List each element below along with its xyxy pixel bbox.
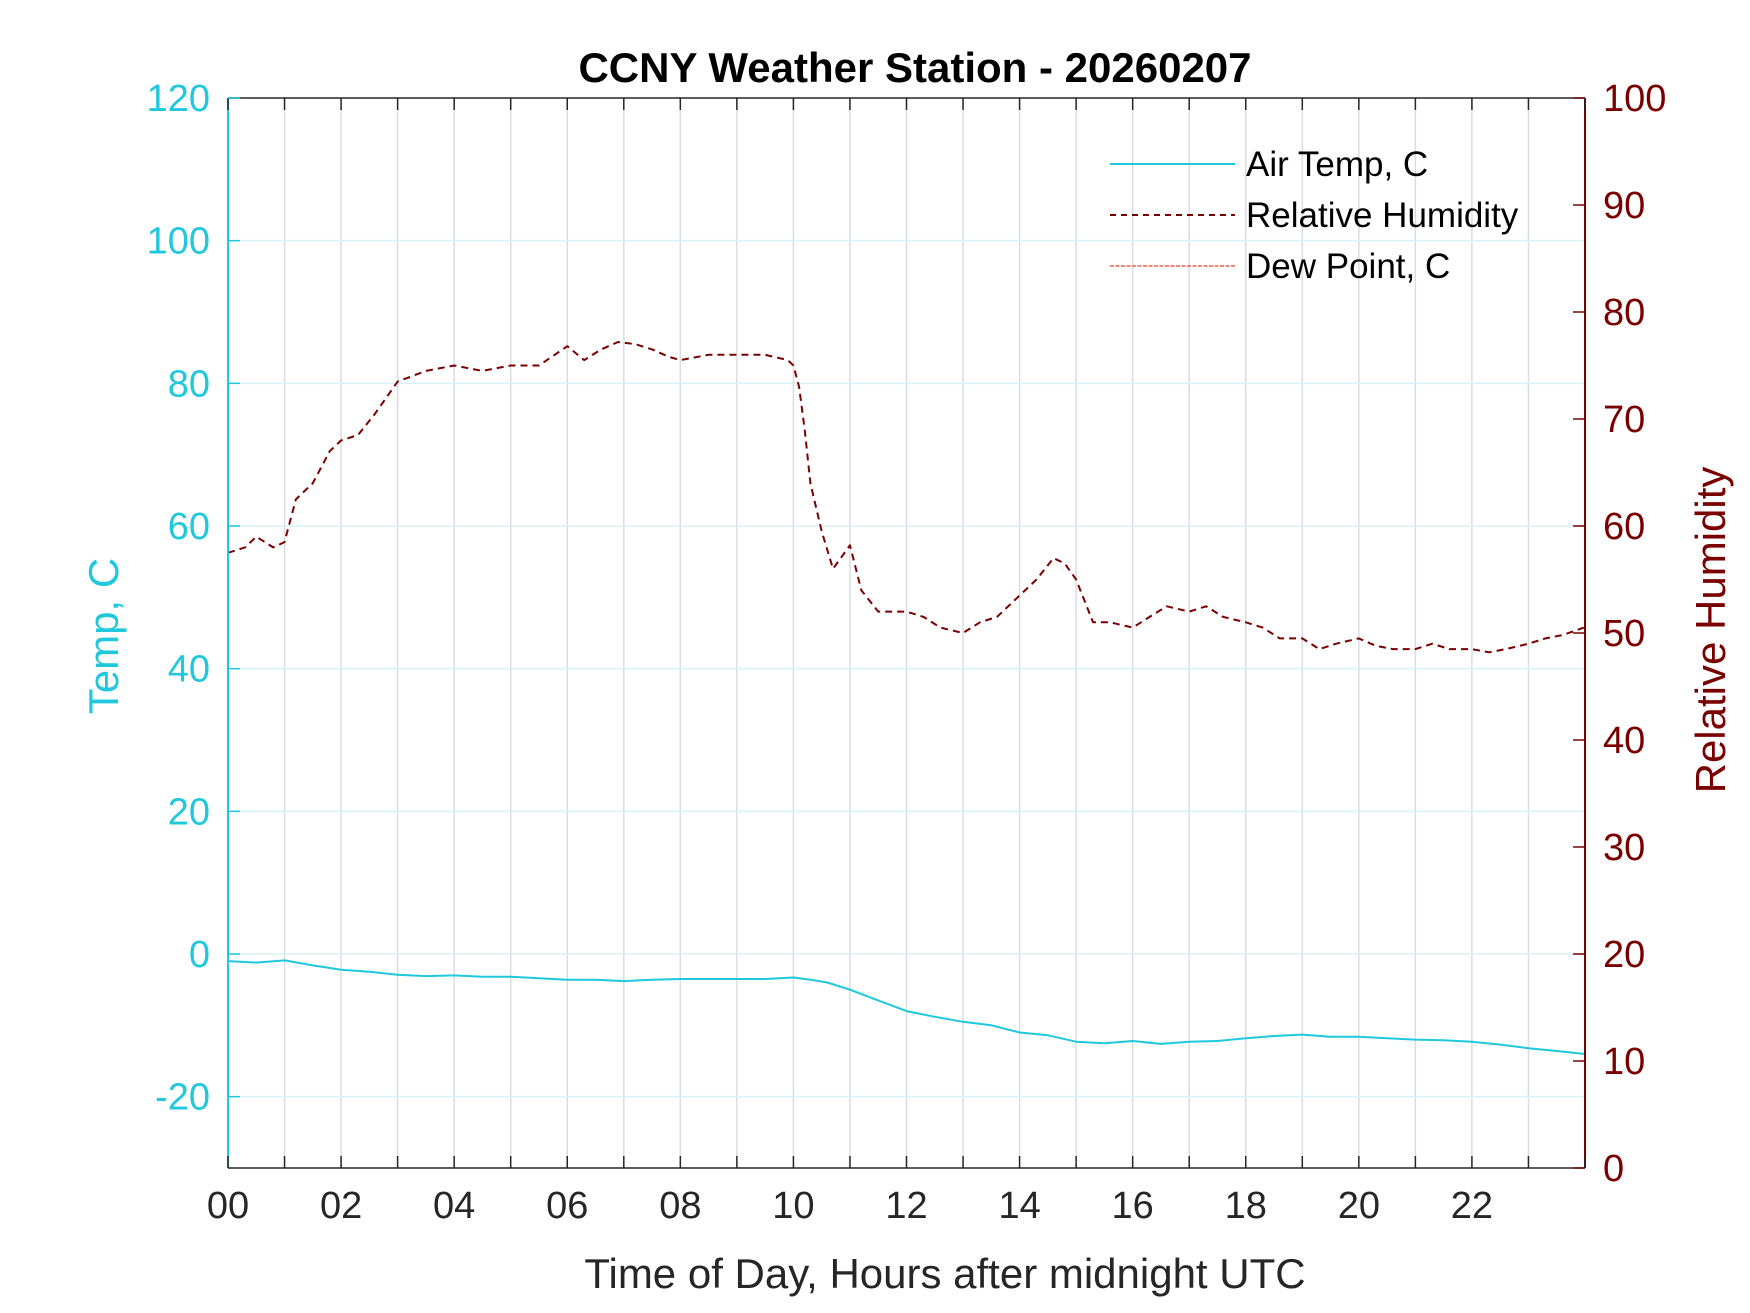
series-line-1 (227, 959, 1585, 1055)
x-tick-label: 16 (1112, 1185, 1154, 1227)
y-left-tick-label: -20 (155, 1077, 210, 1119)
y-right-tick-label: 100 (1603, 78, 1666, 120)
legend-label-2: Relative Humidity (1246, 196, 1519, 235)
axes: 00 02 04 06 08 10 12 14 16 18 20 22-200204060801001… (147, 78, 1667, 1227)
y-right-tick-label: 50 (1603, 613, 1645, 655)
y-right-tick-label: 30 (1603, 827, 1645, 869)
y-right-axis-label: Relative Humidity (1687, 467, 1734, 794)
y-left-tick-label: 40 (168, 649, 210, 691)
y-left-tick-label: 100 (147, 221, 210, 263)
series-layer (227, 341, 1585, 1055)
legend-label-3: Dew Point, C (1246, 247, 1450, 286)
y-right-tick-label: 90 (1603, 185, 1645, 227)
y-right-tick-label: 0 (1603, 1148, 1624, 1190)
x-tick-label: 08 (659, 1185, 701, 1227)
x-tick-label: 04 (433, 1185, 475, 1227)
x-axis-label: Time of Day, Hours after midnight UTC (584, 1250, 1305, 1297)
y-right-tick-label: 70 (1603, 399, 1645, 441)
y-right-tick-label: 80 (1603, 292, 1645, 334)
y-left-tick-label: 0 (189, 934, 210, 976)
y-right-tick-label: 60 (1603, 506, 1645, 548)
y-right-tick-label: 20 (1603, 934, 1645, 976)
x-tick-label: 18 (1225, 1185, 1267, 1227)
x-tick-label: 10 (772, 1185, 814, 1227)
series-line-2 (227, 341, 1585, 654)
x-tick-label: 00 (207, 1185, 249, 1227)
y-left-tick-label: 80 (168, 363, 210, 405)
y-left-axis-label: Temp, C (80, 558, 127, 714)
legend: Air Temp, C Relative Humidity Dew Point, C (1110, 145, 1519, 286)
chart-title: CCNY Weather Station - 20260207 (578, 44, 1251, 91)
x-tick-label: 12 (885, 1185, 927, 1227)
y-right-tick-label: 40 (1603, 720, 1645, 762)
x-tick-label: 06 (546, 1185, 588, 1227)
y-left-tick-label: 60 (168, 506, 210, 548)
x-tick-label: 22 (1451, 1185, 1493, 1227)
y-left-tick-label: 20 (168, 791, 210, 833)
legend-label-1: Air Temp, C (1246, 145, 1428, 184)
y-left-tick-label: 120 (147, 78, 210, 120)
x-tick-label: 02 (320, 1185, 362, 1227)
x-tick-label: 14 (998, 1185, 1040, 1227)
x-tick-label: 20 (1338, 1185, 1380, 1227)
y-right-tick-label: 10 (1603, 1041, 1645, 1083)
